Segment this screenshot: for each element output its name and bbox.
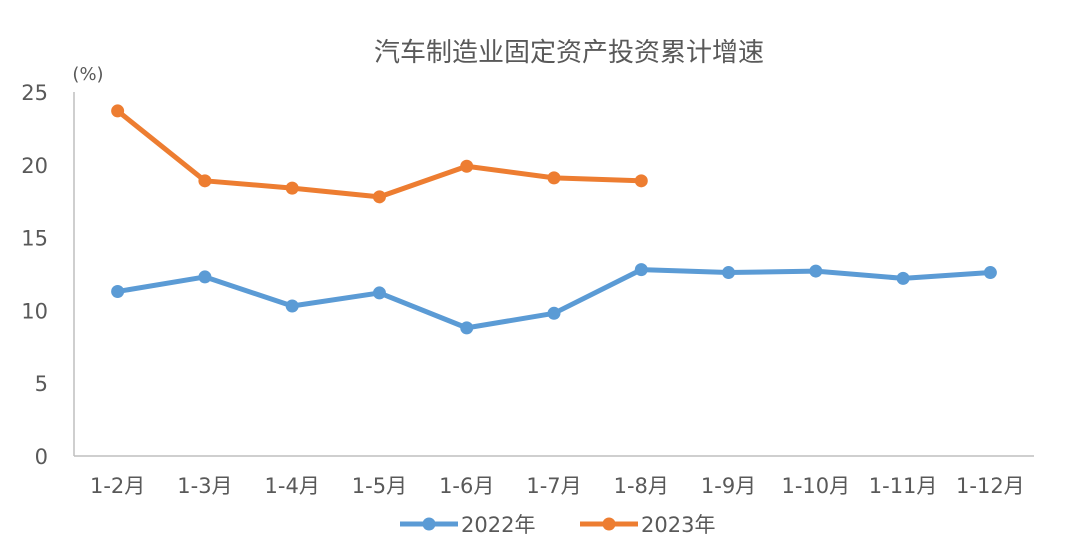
data-point [460, 321, 474, 335]
series-2023年 [111, 104, 648, 204]
data-point [634, 174, 648, 188]
legend-label: 2023年 [641, 513, 715, 537]
data-point [285, 299, 299, 313]
legend-point-marker [602, 517, 616, 531]
x-axis-ticks: 1-2月 1-3月 1-4月 1-5月 1-6月 1-7月 1-8月 1-9月 1-10月 1-1… [90, 474, 1025, 498]
y-axis-unit-label: (%) [72, 64, 103, 85]
data-point [111, 104, 125, 118]
y-tick-label: 5 [35, 372, 48, 396]
y-tick-label: 25 [21, 81, 48, 105]
x-tick-label: 1-6月 [439, 474, 494, 498]
y-tick-label: 10 [21, 299, 48, 323]
chart-title: 汽车制造业固定资产投资累计增速 [374, 38, 764, 68]
x-tick-label: 1-3月 [177, 474, 232, 498]
x-tick-label: 1-7月 [526, 474, 581, 498]
x-tick-label: 1-8月 [614, 474, 669, 498]
data-point [547, 171, 561, 185]
data-point [809, 264, 823, 278]
x-tick-label: 1-11月 [869, 474, 938, 498]
x-tick-label: 1-5月 [352, 474, 407, 498]
legend: 2022年 2023年 [400, 513, 715, 537]
data-point [547, 306, 561, 320]
x-tick-label: 1-12月 [956, 474, 1025, 498]
data-point [983, 266, 997, 280]
data-point [896, 271, 910, 285]
y-tick-label: 20 [21, 154, 48, 178]
data-point [460, 159, 474, 173]
legend-item: 2023年 [580, 513, 715, 537]
y-axis-ticks: 0 5 10 15 20 25 [21, 81, 48, 469]
y-tick-label: 0 [35, 445, 48, 469]
series-2022年 [111, 263, 997, 335]
series-group [111, 104, 997, 335]
x-tick-label: 1-4月 [265, 474, 320, 498]
series-line [115, 108, 644, 200]
data-point [198, 270, 212, 284]
data-point [372, 190, 386, 204]
data-point [111, 284, 125, 298]
y-tick-label: 15 [21, 227, 48, 251]
x-tick-label: 1-9月 [701, 474, 756, 498]
legend-label: 2022年 [461, 513, 535, 537]
x-tick-label: 1-2月 [90, 474, 145, 498]
legend-item: 2022年 [400, 513, 535, 537]
x-tick-label: 1-10月 [781, 474, 850, 498]
data-point [198, 174, 212, 188]
data-point [722, 266, 736, 280]
data-point [285, 181, 299, 195]
legend-point-marker [422, 517, 436, 531]
data-point [372, 286, 386, 300]
data-point [634, 263, 648, 277]
